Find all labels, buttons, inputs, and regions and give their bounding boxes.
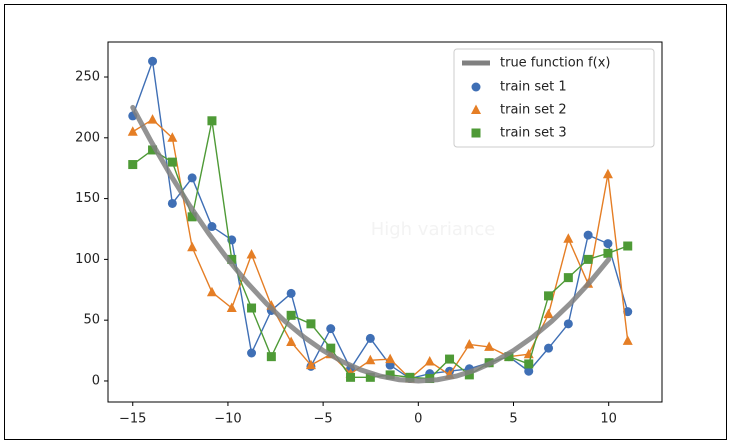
point [247,303,257,313]
point [305,359,316,370]
point [207,116,217,126]
point [148,145,158,155]
y-tick-label: 150 [75,191,100,206]
series-line [132,120,628,380]
point [563,233,574,243]
point [167,132,178,142]
y-tick-label: 50 [83,313,100,328]
point [385,370,395,380]
point [286,288,296,298]
point [623,241,633,251]
point [246,249,257,259]
point [563,273,573,283]
point [365,354,376,365]
point [127,126,138,136]
point [464,338,475,349]
point [623,307,633,317]
point [583,230,593,240]
point [385,353,396,364]
y-tick-label: 200 [75,130,100,145]
x-tick-label: 5 [509,412,517,427]
legend [453,48,655,148]
point [148,56,158,66]
x-tick-label: −10 [214,412,241,427]
legend-label: train set 2 [500,103,567,118]
point [247,348,257,358]
point [346,372,356,382]
y-tick-label: 100 [75,252,100,267]
point [187,173,197,183]
point [306,319,316,329]
series-line [132,118,629,380]
legend-swatch [471,82,481,92]
point [167,157,177,167]
point [365,333,375,343]
legend-label: train set 3 [500,126,567,141]
point [227,254,237,264]
point [187,241,198,252]
point [286,336,297,347]
point [445,354,455,364]
annotation: High variance [371,219,496,240]
x-tick-label: −5 [314,412,333,427]
point [464,370,474,380]
y-tick-label: 250 [75,70,100,85]
point [226,302,237,313]
point [543,308,554,319]
point [206,286,217,297]
legend-swatch [471,104,481,114]
point [602,168,613,179]
point [207,222,217,232]
point [583,254,593,264]
frame [4,4,727,440]
point [563,319,573,329]
point [524,366,534,376]
axes-frame [107,41,663,403]
point [365,372,375,382]
point [603,239,613,249]
point [326,324,336,334]
x-tick-label: 0 [414,412,422,427]
y-tick-label: 0 [92,373,100,388]
point [544,291,554,301]
point [167,198,177,208]
point [622,335,633,345]
point [484,341,495,351]
point [326,343,336,353]
x-tick-label: −15 [119,412,146,427]
point [266,352,276,362]
legend-label: train set 1 [500,80,567,95]
true-function-line [130,104,612,384]
point [147,114,158,124]
point [544,343,554,353]
x-tick-label: 10 [600,412,617,427]
point [603,248,613,258]
legend-label: true function f(x) [500,56,610,71]
point [128,160,138,170]
point [524,359,534,369]
point [187,212,197,222]
point [286,310,296,320]
legend-swatch [471,128,481,138]
point [405,372,415,382]
point [504,352,514,362]
point [424,356,435,366]
